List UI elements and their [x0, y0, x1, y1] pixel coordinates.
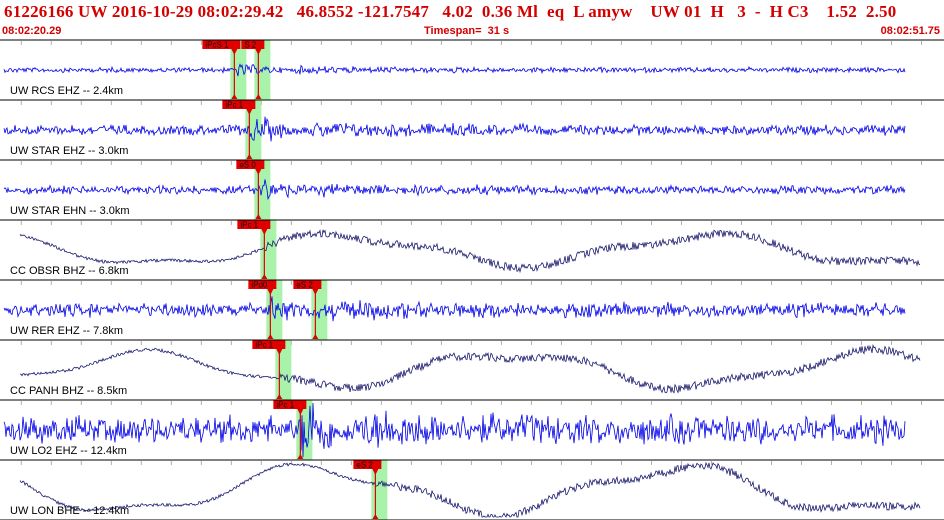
channel-label: UW STAR EHN -- 3.0km	[10, 205, 130, 217]
pick-triangle	[297, 409, 304, 415]
pick-triangle	[255, 214, 262, 219]
pick-label: iPcS 1	[205, 41, 229, 50]
pick-box	[273, 400, 307, 409]
pick-triangle	[267, 334, 274, 339]
phase-pick[interactable]: iPcS 1	[202, 40, 241, 99]
pick-triangle	[372, 514, 379, 519]
channel-label: UW RER EHZ -- 7.8km	[10, 325, 123, 337]
pick-box	[293, 280, 322, 289]
pick-triangle	[261, 274, 268, 279]
pick-label: iPc 1	[240, 221, 258, 230]
pick-label: eS 0	[239, 161, 256, 170]
phase-pick[interactable]: eS 2	[353, 460, 382, 519]
waveforms	[3, 63, 921, 518]
phase-pick[interactable]: eS 0	[236, 160, 265, 219]
start-time: 08:02:20.29	[2, 25, 62, 37]
waveform-trace	[19, 343, 921, 394]
pick-triangle	[231, 94, 238, 99]
phase-pick[interactable]: eS 2	[293, 280, 322, 339]
panel-separators	[0, 39, 944, 520]
channel-label: CC PANH BHZ -- 8.5km	[10, 385, 127, 397]
channel-label: UW LON BHE -- 12.4km	[10, 505, 129, 517]
channel-labels: UW RCS EHZ -- 2.4km UW STAR EHZ -- 3.0km U…	[10, 85, 130, 517]
pick-box	[353, 460, 382, 469]
phase-pick[interactable]: S 2	[241, 40, 265, 99]
phase-pick[interactable]: iPc 1	[222, 100, 256, 159]
pick-box	[252, 340, 286, 349]
pick-box	[241, 40, 265, 49]
waveform-trace	[3, 402, 906, 458]
waveform-trace	[3, 63, 906, 77]
pick-label: iPc 1	[225, 101, 243, 110]
pick-label: iPd0	[251, 281, 268, 290]
pick-triangle	[312, 334, 319, 339]
channel-label: UW LO2 EHZ -- 12.4km	[10, 445, 127, 457]
time-grid	[20, 41, 922, 465]
waveform-trace	[19, 228, 921, 274]
pick-box	[222, 100, 256, 109]
pick-triangle	[297, 454, 304, 459]
event-header: 61226166 UW 2016-10-29 08:02:29.42 46.85…	[0, 0, 944, 40]
pick-box	[248, 280, 277, 289]
waveform-trace	[19, 461, 921, 518]
pick-box	[202, 40, 241, 49]
pick-label: S 2	[244, 41, 257, 50]
pick-triangle	[267, 289, 274, 295]
pick-triangle	[255, 169, 262, 175]
pick-box	[236, 160, 265, 169]
pick-triangle	[261, 229, 268, 235]
pick-triangle	[276, 349, 283, 355]
pick-label: eS 2	[296, 281, 313, 290]
waveform-trace	[3, 296, 906, 322]
pick-triangle	[312, 289, 319, 295]
event-summary: 61226166 UW 2016-10-29 08:02:29.42 46.85…	[4, 2, 897, 21]
pick-triangle	[231, 49, 238, 55]
timespan: Timespan= 31 s	[424, 25, 510, 37]
pick-triangle	[246, 154, 253, 159]
pick-label: eS 2	[356, 461, 373, 470]
phase-pick[interactable]: iPc 1	[237, 220, 271, 279]
pick-label: iPc 1	[276, 401, 294, 410]
pick-triangle	[255, 94, 262, 99]
channel-label: UW STAR EHZ -- 3.0km	[10, 145, 128, 157]
end-time: 08:02:51.75	[880, 25, 940, 37]
waveform-trace	[3, 116, 906, 142]
pick-markers[interactable]: iPcS 1 S 2 iPc 1 eS 0 iPc 1 iPd0 eS 2 iPc 1 iPc …	[202, 40, 382, 519]
pick-label: iPc 1	[255, 341, 273, 350]
waveform-trace	[3, 179, 906, 201]
channel-label: UW RCS EHZ -- 2.4km	[10, 85, 123, 97]
phase-pick[interactable]: iPc 1	[252, 340, 286, 399]
phase-pick[interactable]: iPc 1	[273, 400, 307, 459]
pick-triangle	[255, 49, 262, 55]
channel-label: CC OBSR BHZ -- 6.8km	[10, 265, 129, 277]
pick-triangle	[372, 469, 379, 475]
pick-triangle	[276, 394, 283, 399]
pick-triangle	[246, 109, 253, 115]
phase-pick[interactable]: iPd0	[248, 280, 277, 339]
pick-box	[237, 220, 271, 229]
